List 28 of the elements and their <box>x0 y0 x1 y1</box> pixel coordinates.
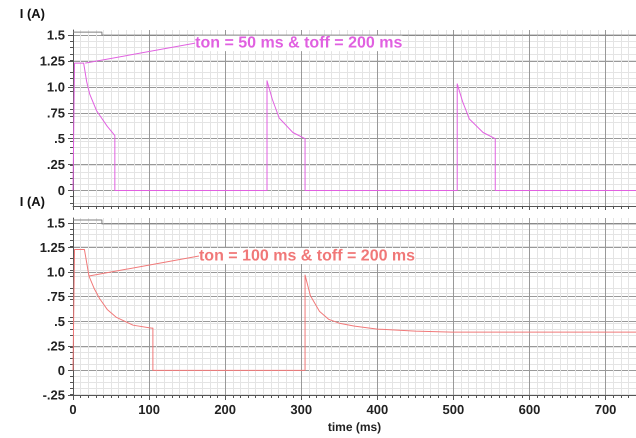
y-tick-label: 1.5 <box>46 215 65 230</box>
y-tick-label: 1.5 <box>46 28 65 43</box>
x-tick-label: 100 <box>138 402 160 417</box>
x-tick-label: 600 <box>518 402 540 417</box>
y-tick-label: .5 <box>54 131 65 146</box>
x-tick-label: 200 <box>214 402 236 417</box>
y-tick-label: 1.0 <box>46 264 65 280</box>
y-tick-label: .75 <box>46 105 65 120</box>
y-tick-label: 1.25 <box>40 54 65 69</box>
y-tick-label: .25 <box>46 338 65 354</box>
y-tick-label: 1.0 <box>46 79 65 94</box>
x-axis-title: time (ms) <box>328 420 382 434</box>
y-axis-title: I (A) <box>20 6 45 21</box>
x-tick-label: 400 <box>366 402 388 417</box>
annotation: ton = 50 ms & toff = 200 ms <box>195 34 402 52</box>
y-tick-label: .5 <box>54 314 65 329</box>
x-tick-label: 700 <box>594 402 616 417</box>
y-tick-label: -.25 <box>42 388 65 402</box>
y-tick-label: 0 <box>58 362 65 378</box>
x-tick-label: 500 <box>442 402 464 417</box>
y-tick-label: .75 <box>46 289 65 304</box>
y-axis-title: I (A) <box>20 194 45 209</box>
y-tick-label: .25 <box>46 157 65 172</box>
x-tick-label: 0 <box>69 402 77 417</box>
y-tick-label: 0 <box>58 182 65 198</box>
annotation: ton = 100 ms & toff = 200 ms <box>198 248 416 265</box>
x-tick-label: 300 <box>290 402 312 417</box>
y-tick-label: 1.25 <box>40 240 65 255</box>
